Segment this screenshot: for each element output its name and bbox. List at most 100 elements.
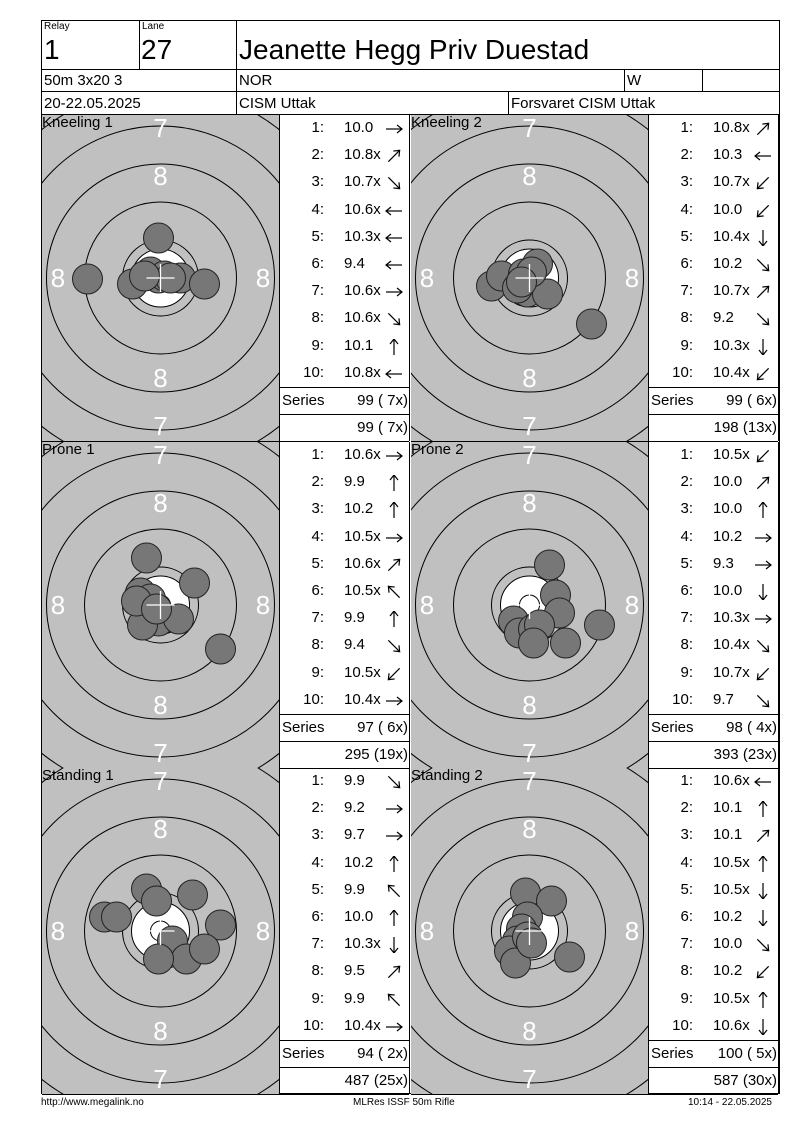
shot-score: 9.9	[344, 989, 365, 1007]
arrow-right-icon	[755, 614, 772, 624]
shot-number: 10:	[672, 690, 693, 708]
shot-score: 10.8x	[344, 146, 381, 164]
header-row-3	[41, 91, 780, 115]
arrow-right-icon	[386, 804, 403, 814]
shot-number: 1:	[311, 772, 324, 789]
series-label: Series	[651, 719, 694, 736]
ring-label-top-7: 7	[153, 442, 167, 470]
shot-number: 1:	[680, 446, 693, 463]
shot-number: 3:	[311, 173, 324, 191]
shot-score: 10.6x	[344, 446, 381, 463]
shot-number: 7:	[680, 609, 693, 627]
ring-label-bottom-7: 7	[522, 1064, 536, 1094]
shot-number: 1:	[311, 446, 324, 463]
ring-label-right-8: 8	[256, 263, 270, 293]
ring-label-bottom-8: 8	[153, 363, 167, 393]
arrow-up-icon	[389, 475, 399, 492]
shot-impact	[554, 941, 585, 973]
shot-row: 9: 10.1	[280, 333, 410, 360]
shot-score: 10.3	[713, 146, 743, 164]
shot-score: 9.4	[344, 255, 365, 272]
shot-number: 8:	[311, 309, 324, 327]
arrow-down-right-icon	[387, 640, 401, 653]
shot-impact	[179, 567, 210, 599]
ring-label-bottom-8: 8	[522, 1016, 536, 1046]
shot-score: 10.1	[713, 799, 743, 817]
running-total: 198 (13x)	[713, 419, 777, 436]
arrow-down-right-icon	[756, 313, 770, 326]
shot-number: 8:	[680, 636, 693, 654]
shot-number: 3:	[311, 826, 324, 844]
shot-list: 1: 10.5x 2: 10.0 3: 10.0 4: 10.2	[648, 442, 779, 768]
shot-list: 1: 10.0 2: 10.8x 3: 10.7x 4: 10.6x	[279, 115, 410, 441]
series-label: Series	[282, 392, 325, 409]
shot-score: 10.7x	[713, 663, 750, 681]
shot-score: 10.3x	[344, 227, 381, 245]
panel-title: Prone 2	[411, 442, 464, 458]
footer-url: http://www.megalink.no	[41, 1097, 144, 1108]
ring-label-left-8: 8	[420, 590, 434, 620]
shot-impact	[189, 933, 220, 965]
shot-number: 7:	[680, 282, 693, 300]
shot-row: 7: 9.9	[280, 605, 410, 632]
shot-number: 5:	[311, 880, 324, 898]
shot-score: 10.1	[713, 826, 743, 844]
shot-score: 10.2	[344, 500, 374, 518]
shot-score: 9.7	[713, 690, 734, 708]
shot-number: 6:	[680, 582, 693, 599]
arrow-up-right-icon	[756, 476, 770, 490]
running-total-row: 198 (13x)	[649, 414, 779, 442]
arrow-left-icon	[385, 260, 402, 270]
shot-number: 8:	[311, 636, 324, 654]
ring-label-left-8: 8	[420, 916, 434, 946]
shot-row: 8: 10.2	[649, 958, 779, 985]
shot-impact	[205, 633, 236, 665]
shot-score: 10.3x	[713, 609, 750, 627]
header-divider	[139, 20, 140, 70]
ring-label-left-8: 8	[51, 263, 65, 293]
shot-row: 9: 10.3x	[649, 333, 779, 360]
shot-list: 1: 10.6x 2: 9.9 3: 10.2 4: 10.5x	[279, 442, 410, 768]
shot-number: 1:	[311, 119, 324, 136]
shot-impact	[534, 549, 565, 581]
shot-number: 6:	[680, 908, 693, 925]
shot-row: 6: 9.4	[280, 251, 410, 278]
shot-impact	[101, 901, 132, 933]
arrow-up-right-icon	[387, 149, 401, 163]
arrow-left-icon	[754, 151, 771, 161]
running-total-row: 487 (25x)	[280, 1067, 410, 1095]
shot-row: 10: 10.8x	[280, 360, 410, 387]
panels-frame	[41, 114, 780, 1094]
shot-score: 10.2	[713, 908, 743, 925]
shot-number: 9:	[680, 989, 693, 1007]
shot-score: 10.2	[713, 527, 743, 545]
shot-score: 10.6x	[344, 554, 381, 572]
arrow-right-icon	[386, 696, 403, 706]
running-total: 587 (30x)	[713, 1072, 777, 1089]
shot-row: 3: 10.2	[280, 496, 410, 523]
shot-score: 9.7	[344, 826, 365, 844]
arrow-down-left-icon	[756, 204, 770, 217]
arrow-down-icon	[758, 229, 768, 246]
target-panel: 7 8 8 7 8 8 Standing 2	[411, 768, 648, 1094]
arrow-down-icon	[389, 937, 399, 954]
header-divider	[236, 20, 237, 70]
shot-list: 1: 10.6x 2: 10.1 3: 10.1 4: 10.5x	[648, 768, 779, 1094]
series-score: 99 ( 7x)	[357, 392, 408, 409]
shot-score: 9.9	[344, 880, 365, 898]
series-row: Series 97 ( 6x)	[280, 714, 410, 742]
running-total-row: 393 (23x)	[649, 741, 779, 769]
shot-score: 10.6x	[344, 282, 381, 300]
shot-number: 2:	[311, 799, 324, 817]
arrow-down-icon	[758, 910, 768, 926]
shot-row: 1: 10.0	[280, 115, 410, 142]
shot-number: 2:	[311, 146, 324, 164]
arrow-down-right-icon	[756, 694, 770, 708]
arrow-down-icon	[758, 584, 768, 600]
shot-row: 9: 10.5x	[649, 986, 779, 1013]
shot-impact	[536, 885, 567, 917]
arrow-right-icon	[386, 1022, 403, 1032]
arrow-right-icon	[755, 533, 772, 543]
arrow-down-left-icon	[387, 667, 401, 680]
running-total-row: 99 ( 7x)	[280, 414, 410, 442]
